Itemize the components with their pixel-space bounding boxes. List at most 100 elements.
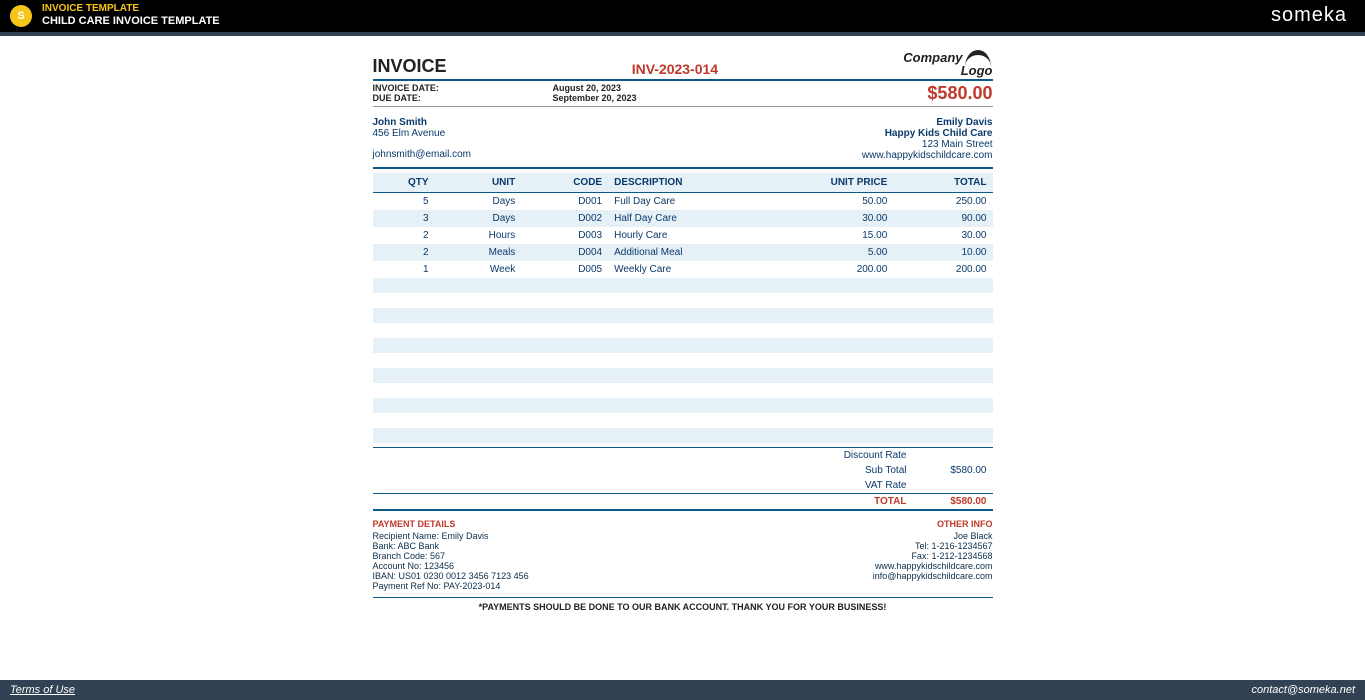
- other-tel: Tel: 1-216-1234567: [873, 541, 993, 551]
- blank-cell: [373, 278, 993, 293]
- header-strip: [0, 32, 1365, 36]
- table-row: [373, 293, 993, 308]
- payment-details: PAYMENT DETAILS Recipient Name: Emily Da…: [373, 519, 529, 591]
- payment-account: Account No: 123456: [373, 561, 529, 571]
- logo-text-1: Company: [903, 50, 962, 65]
- payment-ref: Payment Ref No: PAY-2023-014: [373, 581, 529, 591]
- table-row: [373, 338, 993, 353]
- table-row: 3DaysD002Half Day Care30.0090.00: [373, 210, 993, 227]
- cell-price: 50.00: [794, 193, 893, 211]
- blank-cell: [373, 398, 993, 413]
- vat-value: [907, 480, 987, 491]
- items-table: QTY UNIT CODE DESCRIPTION UNIT PRICE TOT…: [373, 173, 993, 443]
- from-addr: 456 Elm Avenue: [373, 128, 472, 139]
- cell-code: D001: [521, 193, 608, 211]
- table-row: [373, 353, 993, 368]
- table-header-row: QTY UNIT CODE DESCRIPTION UNIT PRICE TOT…: [373, 173, 993, 193]
- badge-icon: S: [10, 5, 32, 27]
- cell-price: 15.00: [794, 227, 893, 244]
- cell-unit: Days: [435, 193, 522, 211]
- top-bar: S INVOICE TEMPLATE CHILD CARE INVOICE TE…: [0, 0, 1365, 32]
- other-email: info@happykidschildcare.com: [873, 571, 993, 581]
- invoice-header: INVOICE INV-2023-014 Company Logo: [373, 48, 993, 81]
- cell-qty: 1: [373, 261, 435, 278]
- grand-total: $580.00: [927, 83, 992, 104]
- blank-cell: [373, 383, 993, 398]
- bill-from: John Smith 456 Elm Avenue johnsmith@emai…: [373, 117, 472, 161]
- blank-cell: [373, 293, 993, 308]
- table-row: 2HoursD003Hourly Care15.0030.00: [373, 227, 993, 244]
- invoice-number: INV-2023-014: [632, 61, 718, 77]
- other-fax: Fax: 1-212-1234568: [873, 551, 993, 561]
- blank-cell: [373, 353, 993, 368]
- header-title-2: CHILD CARE INVOICE TEMPLATE: [42, 15, 220, 28]
- vat-label: VAT Rate: [797, 480, 907, 491]
- to-addr: 123 Main Street: [862, 139, 993, 150]
- cell-total: 90.00: [893, 210, 992, 227]
- table-row: 2MealsD004Additional Meal5.0010.00: [373, 244, 993, 261]
- cell-price: 200.00: [794, 261, 893, 278]
- brand-logo: someka: [1271, 4, 1347, 27]
- cell-code: D004: [521, 244, 608, 261]
- cell-total: 30.00: [893, 227, 992, 244]
- dates-left: INVOICE DATE: August 20, 2023 DUE DATE: …: [373, 83, 637, 104]
- to-web: www.happykidschildcare.com: [862, 150, 993, 161]
- cell-total: 250.00: [893, 193, 992, 211]
- footer-note: *PAYMENTS SHOULD BE DONE TO OUR BANK ACC…: [373, 602, 993, 612]
- other-info: OTHER INFO Joe Black Tel: 1-216-1234567 …: [873, 519, 993, 591]
- due-date-label: DUE DATE:: [373, 93, 553, 103]
- payment-bank: Bank: ABC Bank: [373, 541, 529, 551]
- subtotal-label: Sub Total: [797, 465, 907, 476]
- cell-unit: Week: [435, 261, 522, 278]
- blank-cell: [373, 368, 993, 383]
- table-row: [373, 278, 993, 293]
- table-row: [373, 413, 993, 428]
- discount-label: Discount Rate: [797, 450, 907, 461]
- col-unit: UNIT: [435, 173, 522, 193]
- table-row: [373, 323, 993, 338]
- blank-cell: [373, 338, 993, 353]
- cell-qty: 2: [373, 244, 435, 261]
- total-value: $580.00: [907, 496, 987, 507]
- cell-total: 200.00: [893, 261, 992, 278]
- table-row: 5DaysD001Full Day Care50.00250.00: [373, 193, 993, 211]
- cell-unit: Days: [435, 210, 522, 227]
- col-qty: QTY: [373, 173, 435, 193]
- header-titles: INVOICE TEMPLATE CHILD CARE INVOICE TEMP…: [42, 3, 220, 28]
- terms-of-use-link[interactable]: Terms of Use: [10, 684, 75, 696]
- invoice-page: INVOICE INV-2023-014 Company Logo INVOIC…: [373, 44, 993, 612]
- table-row: [373, 308, 993, 323]
- invoice-date-label: INVOICE DATE:: [373, 83, 553, 93]
- logo-swoosh-icon: [965, 50, 993, 64]
- cell-code: D002: [521, 210, 608, 227]
- blank-cell: [373, 413, 993, 428]
- col-desc: DESCRIPTION: [608, 173, 794, 193]
- total-label: TOTAL: [797, 496, 907, 507]
- contact-email: contact@someka.net: [1252, 684, 1356, 696]
- parties: John Smith 456 Elm Avenue johnsmith@emai…: [373, 107, 993, 169]
- dates-row: INVOICE DATE: August 20, 2023 DUE DATE: …: [373, 81, 993, 107]
- other-header: OTHER INFO: [873, 519, 993, 529]
- blank-cell: [373, 428, 993, 443]
- cell-desc: Half Day Care: [608, 210, 794, 227]
- company-logo: Company Logo: [903, 48, 992, 77]
- other-web: www.happykidschildcare.com: [873, 561, 993, 571]
- cell-desc: Hourly Care: [608, 227, 794, 244]
- cell-desc: Full Day Care: [608, 193, 794, 211]
- bottom-bar: Terms of Use contact@someka.net: [0, 680, 1365, 700]
- cell-unit: Meals: [435, 244, 522, 261]
- to-company: Happy Kids Child Care: [862, 128, 993, 139]
- table-row: 1WeekD005Weekly Care200.00200.00: [373, 261, 993, 278]
- payment-iban: IBAN: US01 0230 0012 3456 7123 456: [373, 571, 529, 581]
- cell-qty: 5: [373, 193, 435, 211]
- details-block: PAYMENT DETAILS Recipient Name: Emily Da…: [373, 519, 993, 598]
- blank-cell: [373, 323, 993, 338]
- subtotal-value: $580.00: [907, 465, 987, 476]
- bill-to: Emily Davis Happy Kids Child Care 123 Ma…: [862, 117, 993, 161]
- due-date: September 20, 2023: [553, 93, 637, 103]
- col-total: TOTAL: [893, 173, 992, 193]
- table-row: [373, 383, 993, 398]
- to-name: Emily Davis: [862, 117, 993, 128]
- payment-branch: Branch Code: 567: [373, 551, 529, 561]
- header-title-1: INVOICE TEMPLATE: [42, 3, 220, 15]
